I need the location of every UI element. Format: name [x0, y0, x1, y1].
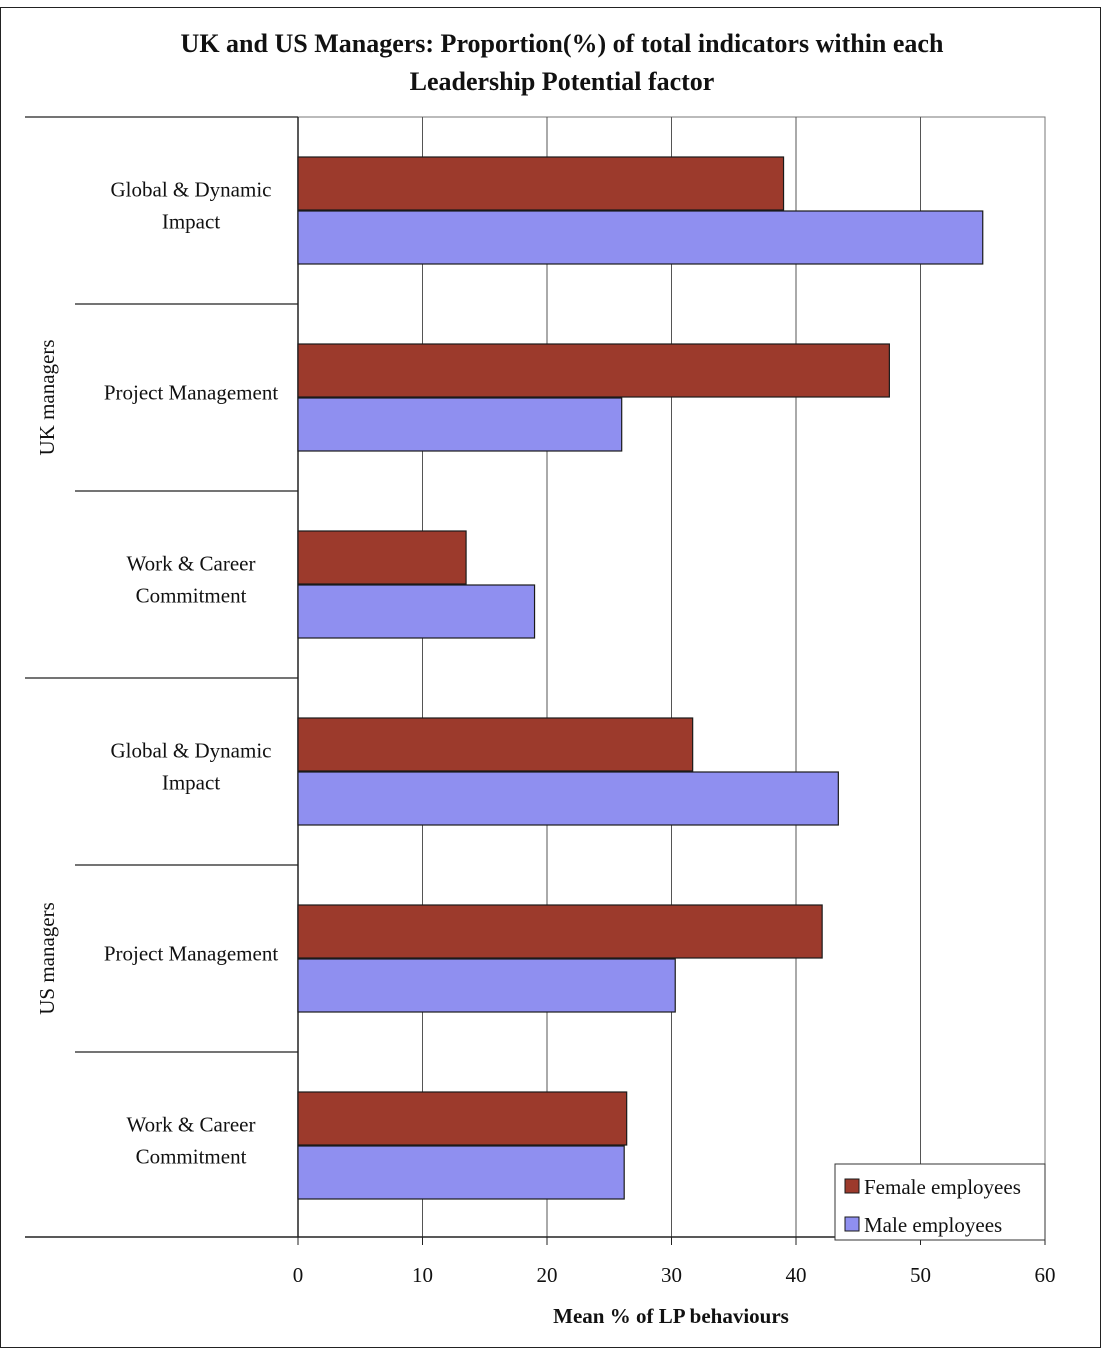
x-tick-label: 60 [1035, 1263, 1056, 1287]
x-tick-label: 20 [537, 1263, 558, 1287]
plot-area: 0 10 20 30 40 50 60 UK managers Global & Dynamic… [25, 116, 1056, 1287]
bar-male [297, 210, 984, 265]
chart-title-line-2: Leadership Potential factor [410, 67, 715, 96]
bar-male [297, 958, 676, 1013]
legend-box [834, 1163, 1046, 1241]
category-label: Commitment [136, 584, 247, 608]
x-tick-label: 50 [910, 1263, 931, 1287]
bar-male [297, 584, 536, 639]
x-tick-label: 10 [412, 1263, 433, 1287]
category-label: Project Management [104, 942, 279, 966]
legend-swatch-male [844, 1216, 860, 1232]
category-label: Commitment [136, 1145, 247, 1169]
x-tick-label: 40 [786, 1263, 807, 1287]
chart-title-line-1: UK and US Managers: Proportion(%) of tot… [181, 29, 944, 58]
x-axis-title: Mean % of LP behaviours [553, 1304, 789, 1328]
legend-label-female: Female employees [864, 1175, 1021, 1199]
category-label: Global & Dynamic [111, 739, 272, 763]
bar-male [297, 397, 623, 452]
bar-male [297, 771, 839, 826]
bar-female [297, 530, 467, 585]
legend-label-male: Male employees [864, 1213, 1002, 1237]
category-label: Impact [162, 771, 220, 795]
bar-male [297, 1145, 625, 1200]
legend-swatch-female [844, 1178, 860, 1194]
category-label: Impact [162, 210, 220, 234]
bar-female [297, 1091, 628, 1146]
category-label: Project Management [104, 381, 279, 405]
bar-female [297, 156, 785, 211]
group-label: US managers [35, 902, 59, 1015]
category-label: Work & Career [127, 1113, 256, 1137]
bar-female [297, 904, 823, 959]
x-tick-label: 0 [293, 1263, 304, 1287]
category-label: Global & Dynamic [111, 178, 272, 202]
x-tick-label: 30 [661, 1263, 682, 1287]
bar-female [297, 717, 694, 772]
group-label: UK managers [35, 339, 59, 455]
category-label: Work & Career [127, 552, 256, 576]
bar-female [297, 343, 890, 398]
legend: Female employees Male employees [834, 1163, 1046, 1241]
